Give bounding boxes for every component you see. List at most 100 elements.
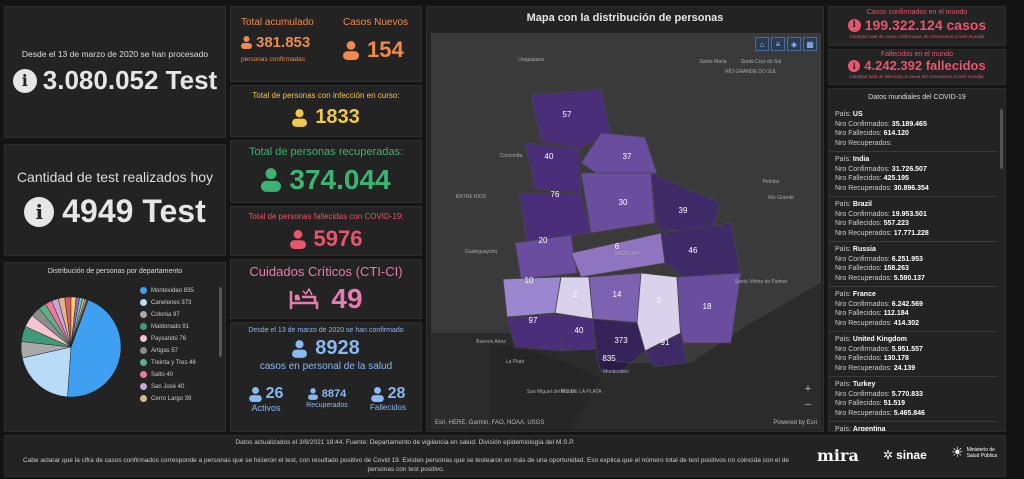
legend-item[interactable]: Treinta y Tres 46 (140, 359, 216, 366)
map-label: 39 (679, 206, 688, 215)
world-confirmed-value: 199.322.124 casos (864, 17, 987, 33)
legend-scrollbar[interactable] (219, 287, 222, 357)
map-attribution: Esri, HERE, Garmin, FAO, NOAA, USGS (435, 420, 545, 426)
sinae-logo-icon: ✲ (883, 448, 894, 462)
map-label: 18 (703, 302, 712, 311)
dept-rocha[interactable] (676, 272, 742, 344)
layers-icon[interactable]: ◈ (787, 37, 801, 51)
dept-paysandu[interactable] (518, 192, 592, 244)
legend-item[interactable]: Canelones 373 (140, 299, 216, 306)
pie-slice-canelones[interactable] (21, 346, 72, 398)
basemap-icon[interactable]: ▦ (803, 37, 817, 51)
dept-salto[interactable] (524, 142, 582, 194)
country-field: Nro Confirmados: 35.189.465 (835, 120, 927, 128)
world-list-scrollbar[interactable] (1000, 109, 1003, 169)
pie-slice-montevideo[interactable] (67, 299, 122, 398)
recuperadas-label: Total de personas recuperadas: (248, 146, 404, 158)
dept-montevideo[interactable] (596, 358, 632, 374)
footer-updated: Datos actualizados el 3/8/2021 18:44. Fu… (235, 439, 575, 446)
logo-msp: Ministerio de Salud Pública (966, 446, 998, 459)
legend-item[interactable]: Salto 40 (140, 371, 216, 378)
tests-total-value: 3.080.052 Test (42, 65, 218, 95)
world-deaths-label: Fallecidos en el mundo (881, 51, 953, 58)
fallecidas-label: Total de personas fallecidas con COVID-1… (248, 212, 404, 221)
zoom-in-button[interactable]: + (804, 383, 812, 395)
country-field: Nro Recuperados: (835, 139, 892, 147)
info-icon: i (848, 59, 861, 72)
map-label: 373 (614, 336, 628, 345)
pie-slice-flores[interactable] (70, 299, 89, 348)
country-field: Nro Recuperados: 17.771.228 (835, 229, 929, 237)
map-powered[interactable]: Powered by Esri (773, 420, 817, 426)
pie-title: Distribución de personas por departament… (47, 268, 183, 275)
country-item[interactable]: País: ArgentinaNro Confirmados: 4.947.03… (829, 422, 997, 431)
zoom-out-button[interactable]: − (804, 399, 812, 411)
map-canvas[interactable]: 57 40 37 76 30 39 20 6 46 10 2 14 2 18 97 40 373 91 835 Uru… (431, 33, 821, 429)
dept-cerro-largo[interactable] (650, 172, 722, 234)
country-field: Nro Fallecidos: 557.223 (835, 220, 909, 227)
country-field: Nro Confirmados: 6.242.569 (835, 300, 923, 308)
legend-item[interactable]: Cerro Largo 39 (140, 395, 216, 402)
cti-panel: Cuidados Críticos (CTI-CI) 49 (230, 259, 422, 319)
salud-fallecidos-label: Fallecidos (369, 403, 406, 412)
recuperadas-value: 374.044 (289, 164, 391, 195)
country-item[interactable]: País: United Kingdom Nro Confirmados: 5.9… (829, 332, 997, 377)
legend-item[interactable]: Maldonado 91 (140, 323, 216, 330)
country-item[interactable]: País: India Nro Confirmados: 31.726.507 Nr… (829, 152, 997, 197)
country-field: Nro Confirmados: 6.251.953 (835, 255, 923, 263)
dept-canelones[interactable] (592, 318, 646, 364)
country-field: Nro Recuperados: 24.139 (835, 364, 916, 372)
list-icon[interactable]: ≡ (771, 37, 785, 51)
tests-today-caption: Cantidad de test realizados hoy (16, 169, 214, 185)
acumulado-label: Total acumulado (241, 17, 314, 28)
dept-rio-negro[interactable] (514, 234, 578, 280)
legend-item[interactable]: Artigas 57 (140, 347, 216, 354)
country-field: País: US (835, 111, 863, 118)
map-place-name: San Miguel del Monte (527, 389, 576, 395)
legend-swatch (140, 383, 147, 390)
map-label: 57 (563, 110, 572, 119)
info-icon: i (24, 196, 55, 227)
msp-logo-icon: ☀ (951, 444, 964, 460)
legend-label: Salto 40 (151, 371, 174, 378)
country-item[interactable]: País: France Nro Confirmados: 6.242.569 Nr… (829, 287, 997, 332)
map-label: 97 (529, 316, 538, 325)
legend-item[interactable]: San José 40 (140, 383, 216, 390)
legend-label: Paysandú 76 (151, 335, 187, 342)
country-field: Nro Confirmados: 5.770.833 (835, 390, 923, 398)
dept-maldonado[interactable] (644, 332, 688, 368)
map-label: 46 (689, 246, 698, 255)
cti-label: Cuidados Críticos (CTI-CI) (249, 264, 403, 279)
country-item[interactable]: País: Brazil Nro Confirmados: 19.953.501 N… (829, 197, 997, 242)
legend-label: Canelones 373 (151, 299, 192, 306)
country-item[interactable]: País: Russia Nro Confirmados: 6.251.953 Nr… (829, 242, 997, 287)
country-item[interactable]: País: Turkey Nro Confirmados: 5.770.833 Nr… (829, 377, 997, 422)
world-deaths-value: 4.242.392 fallecidos (864, 58, 986, 73)
dept-san-jose[interactable] (560, 314, 596, 352)
map-panel: Mapa con la distribución de personas (426, 6, 824, 432)
recuperadas-panel: Total de personas recuperadas: 374.044 (230, 140, 422, 203)
legend-label: San José 40 (151, 383, 185, 390)
salud-recuperados-label: Recuperados (306, 402, 348, 409)
en-curso-value: 1833 (315, 106, 360, 128)
map-label: 91 (661, 338, 670, 347)
legend-item[interactable]: Colonia 97 (140, 311, 216, 318)
map-label: 37 (623, 152, 632, 161)
map-toolbar: ⌂ ≡ ◈ ▦ (753, 37, 817, 51)
hospital-bed-icon (290, 287, 319, 309)
country-field: Nro Fallecidos: 158.263 (835, 265, 909, 272)
nuevos-label: Casos Nuevos (343, 17, 409, 28)
home-icon[interactable]: ⌂ (755, 37, 769, 51)
country-item[interactable]: País: US Nro Confirmados: 35.189.465 Nro F… (829, 107, 997, 152)
legend-item[interactable]: Montevideo 835 (140, 287, 216, 294)
salud-fallecidos-value: 28 (387, 385, 406, 402)
dept-artigas[interactable] (530, 88, 612, 150)
legend-item[interactable]: Paysandú 76 (140, 335, 216, 342)
world-list[interactable]: País: US Nro Confirmados: 35.189.465 Nro F… (829, 107, 997, 431)
en-curso-panel: Total de personas con infección en curso… (230, 85, 422, 137)
salud-value: 8928 (315, 337, 360, 359)
footer-note: Cabe aclarar que la cifra de casos confi… (22, 457, 789, 473)
tests-today-value: 4949 Test (62, 193, 206, 229)
dept-tacuarembo[interactable] (580, 172, 656, 234)
map-place-name: Rio Grande (768, 195, 794, 201)
